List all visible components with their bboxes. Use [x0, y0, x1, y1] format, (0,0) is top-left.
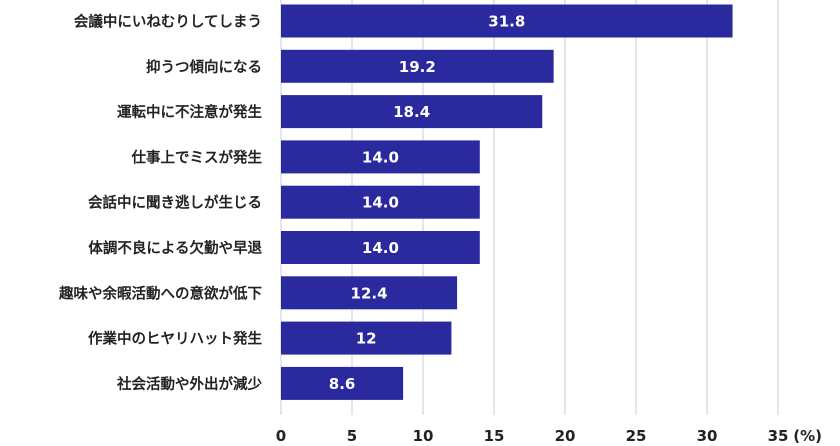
category-label: 作業中のヒヤリハット発生: [88, 330, 262, 348]
bar-value-label: 31.8: [488, 13, 525, 31]
bar-value-label: 12: [356, 330, 377, 348]
bar: [281, 276, 458, 310]
bar-value-label: 14.0: [362, 148, 399, 166]
bar: [281, 95, 543, 129]
bar: [281, 4, 733, 38]
x-tick-label: 35: [768, 427, 789, 445]
x-tick-label: 15: [484, 427, 505, 445]
category-label: 体調不良による欠勤や早退: [88, 239, 262, 257]
x-tick-label: 10: [413, 427, 434, 445]
bar-value-label: 12.4: [351, 284, 388, 302]
category-labels: 会議中にいねむりしてしまう抑うつ傾向になる運転中に不注意が発生仕事上でミスが発生…: [58, 13, 262, 393]
category-label: 運転中に不注意が発生: [117, 103, 262, 121]
bar-value-label: 14.0: [362, 194, 399, 212]
category-label: 趣味や余暇活動への意欲が低下: [58, 284, 262, 302]
x-tick-label: 5: [347, 427, 357, 445]
bar-value-label: 14.0: [362, 239, 399, 257]
x-axis-ticks: 0 5 10 15 20 25 30 35: [276, 427, 789, 445]
bar: [281, 321, 452, 355]
bars: 31.8 19.2 18.4 14.0 14.0 14.0 12.4 12 8.6: [281, 4, 733, 400]
bar: [281, 140, 480, 174]
category-label: 社会活動や外出が減少: [116, 375, 262, 393]
x-tick-label: 30: [697, 427, 718, 445]
x-tick-label: 20: [555, 427, 576, 445]
x-tick-label: 0: [276, 427, 286, 445]
bar: [281, 185, 480, 219]
bar: [281, 231, 480, 264]
bar-value-label: 8.6: [329, 375, 356, 393]
bar: [281, 49, 554, 83]
x-tick-label: 25: [626, 427, 647, 445]
category-label: 会議中にいねむりしてしまう: [74, 13, 262, 31]
bar-value-label: 19.2: [399, 58, 436, 76]
category-label: 抑うつ傾向になる: [146, 58, 262, 76]
bar: [281, 366, 404, 400]
x-axis-unit-label: (%): [793, 427, 822, 445]
category-label: 仕事上でミスが発生: [131, 148, 263, 166]
bar-value-label: 18.4: [393, 103, 430, 121]
category-label: 会話中に聞き逃しが生じる: [88, 194, 262, 212]
